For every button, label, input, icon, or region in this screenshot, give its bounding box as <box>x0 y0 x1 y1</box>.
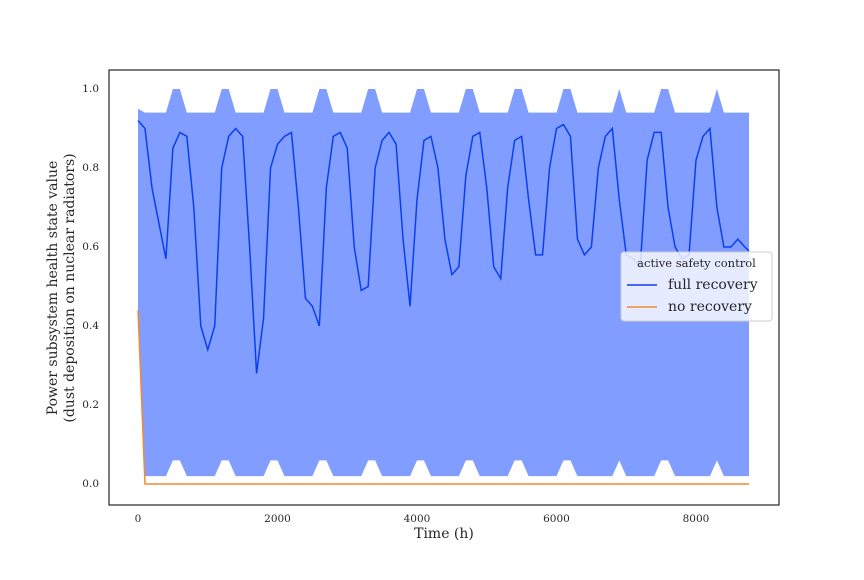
y-tick-label: 1.0 <box>82 83 99 95</box>
series-line <box>137 310 750 485</box>
axes-frame <box>108 69 780 506</box>
x-tick-label: 4000 <box>404 513 431 525</box>
x-tick-label: 0 <box>135 513 142 525</box>
y-axis-label: Power subsystem health state value <box>45 161 61 416</box>
y-tick-label: 0.8 <box>82 162 99 174</box>
x-tick-label: 8000 <box>683 513 710 525</box>
legend-title: active safety control <box>637 256 756 270</box>
x-tick-label: 2000 <box>264 513 291 525</box>
plot-layer <box>137 88 750 485</box>
y-tick-label: 0.6 <box>82 241 99 253</box>
legend-label: full recovery <box>668 277 758 293</box>
y-tick-label: 0.4 <box>82 320 99 332</box>
y-tick-label: 0.0 <box>82 478 99 490</box>
legend-box <box>620 251 773 322</box>
series-line <box>137 120 750 374</box>
x-tick-label: 6000 <box>543 513 570 525</box>
legend-label: no recovery <box>668 299 752 315</box>
y-tick-label: 0.2 <box>82 399 99 411</box>
y-axis-label: (dust deposition on nuclear radiators) <box>62 153 78 422</box>
x-axis-label: Time (h) <box>414 526 474 542</box>
